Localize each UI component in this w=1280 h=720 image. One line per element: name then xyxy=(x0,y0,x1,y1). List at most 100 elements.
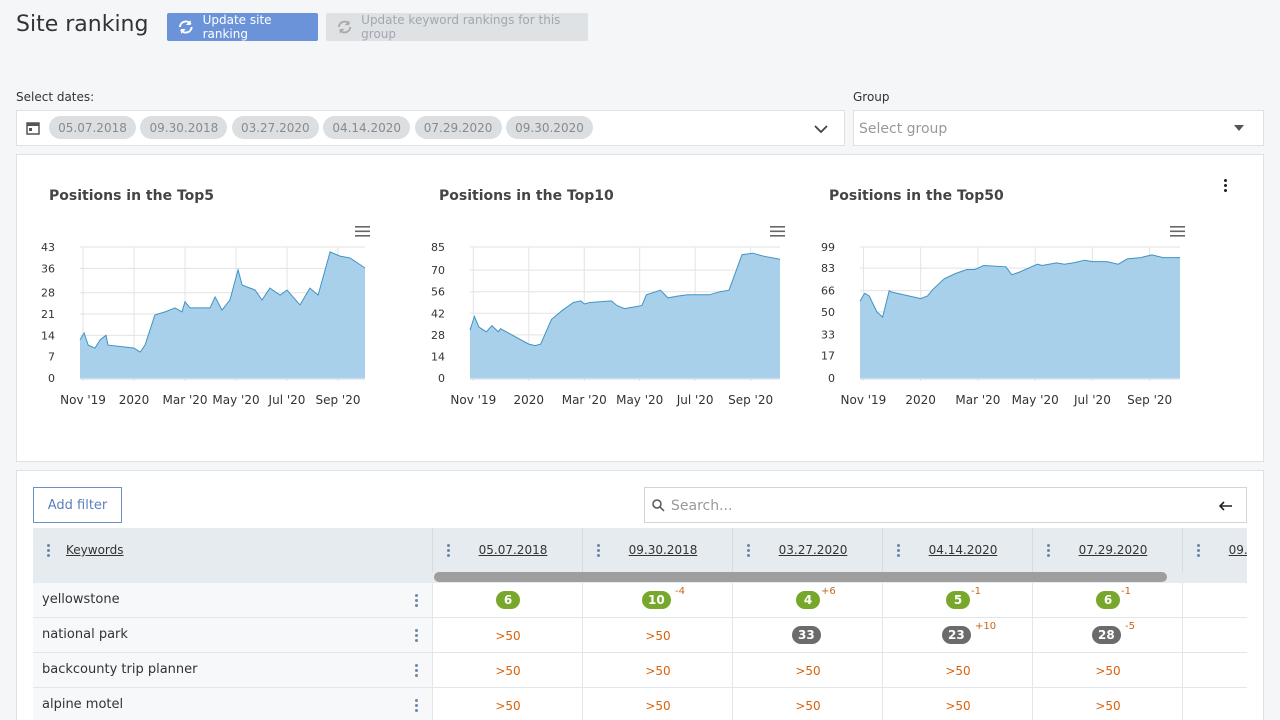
x-tick-label: Jul '20 xyxy=(676,393,714,407)
column-menu[interactable] xyxy=(897,544,900,559)
rank-text: >50 xyxy=(495,698,521,713)
column-header[interactable]: 09.30.2018 xyxy=(583,528,733,572)
button-label: Update keyword rankings for this group xyxy=(361,13,561,41)
chart-menu-icon xyxy=(1170,230,1185,233)
column-menu[interactable] xyxy=(747,544,750,559)
rank-text: >50 xyxy=(645,663,671,678)
rank-change: -5 xyxy=(1125,621,1135,632)
rank-cell: 6 xyxy=(433,583,583,618)
column-menu[interactable] xyxy=(47,544,50,559)
column-menu[interactable] xyxy=(415,664,418,679)
enter-icon xyxy=(1219,501,1232,511)
rank-badge: 6 xyxy=(496,591,520,609)
dropdown-icon xyxy=(1234,125,1244,131)
column-header[interactable]: 07.29.2020 xyxy=(1033,528,1183,572)
rank-cell: >50 xyxy=(733,688,883,720)
column-title: 09.30.2020 xyxy=(1228,543,1247,557)
keyword: alpine motel xyxy=(42,697,124,712)
column-menu[interactable] xyxy=(1047,544,1050,559)
rank-cell xyxy=(1183,618,1247,653)
x-tick-label: 2020 xyxy=(119,393,150,407)
area-line xyxy=(469,252,781,347)
y-tick-label: 99 xyxy=(821,241,835,254)
chart-title: Positions in the Top5 xyxy=(49,188,214,204)
rank-badge: 10 xyxy=(642,591,671,609)
date-chip[interactable]: 04.14.2020 xyxy=(323,116,411,139)
table: Keywords 05.07.2018 09.30.2018 03.27.2020 04… xyxy=(33,0,1247,720)
x-tick-label: Mar '20 xyxy=(562,393,607,407)
keyword-cell: yellowstone xyxy=(33,583,433,618)
y-tick-label: 17 xyxy=(821,350,835,363)
scrollbar[interactable] xyxy=(434,572,1167,582)
rank-cell: >50 xyxy=(1033,653,1183,688)
y-tick-label: 56 xyxy=(431,286,445,299)
x-tick-label: May '20 xyxy=(212,393,259,407)
y-tick-label: 0 xyxy=(48,372,55,385)
rank-cell xyxy=(1183,653,1247,688)
chart-menu-icon xyxy=(355,235,370,237)
rank-text: >50 xyxy=(1095,698,1121,713)
area xyxy=(860,254,1180,378)
column-menu[interactable] xyxy=(415,629,418,644)
y-tick-label: 21 xyxy=(41,308,55,321)
y-tick-label: 70 xyxy=(431,264,445,277)
chart-menu-icon xyxy=(355,226,370,228)
x-tick-label: Sep '20 xyxy=(315,393,360,407)
column-header[interactable]: 03.27.2020 xyxy=(733,528,883,572)
x-tick-label: Mar '20 xyxy=(163,393,208,407)
rank-text: >50 xyxy=(795,663,821,678)
rank-text: >50 xyxy=(795,698,821,713)
update-button[interactable]: Update site ranking xyxy=(167,13,318,41)
search-input[interactable]: Search... xyxy=(644,487,1247,523)
y-tick-label: 83 xyxy=(821,262,835,275)
x-tick-label: Sep '20 xyxy=(728,393,773,407)
x-tick-label: 2020 xyxy=(514,393,545,407)
rank-cell: >50 xyxy=(433,618,583,653)
column-menu[interactable] xyxy=(1197,544,1200,559)
rank-badge: 23 xyxy=(942,626,971,644)
column-header[interactable]: 05.07.2018 xyxy=(433,528,583,572)
x-tick-label: Nov '19 xyxy=(841,393,887,407)
rank-cell: 23 +10 xyxy=(883,618,1033,653)
column-menu[interactable] xyxy=(597,544,600,559)
column-menu[interactable] xyxy=(415,594,418,609)
column-menu[interactable] xyxy=(415,699,418,714)
y-tick-label: 0 xyxy=(828,372,835,385)
chart-menu-icon xyxy=(355,230,370,233)
date-chip[interactable]: 03.27.2020 xyxy=(231,116,319,139)
rank-badge: 4 xyxy=(796,591,820,609)
group-label: Group xyxy=(853,90,890,104)
y-tick-label: 85 xyxy=(431,241,445,254)
column-header[interactable]: 04.14.2020 xyxy=(883,528,1033,572)
rank-cell: >50 xyxy=(433,688,583,720)
add-filter-button[interactable]: Add filter xyxy=(33,487,122,523)
area-line xyxy=(859,254,1180,319)
column-header[interactable]: 09.30.2020 xyxy=(1183,528,1247,572)
column-menu[interactable] xyxy=(447,544,450,559)
group-select[interactable]: Select group xyxy=(853,110,1264,146)
date-chip[interactable]: 05.07.2018 xyxy=(49,116,136,139)
area xyxy=(80,251,365,378)
rank-change: -1 xyxy=(1121,586,1131,597)
date-chip[interactable]: 09.30.2018 xyxy=(140,116,228,139)
y-tick-label: 43 xyxy=(41,241,55,254)
update-group-button[interactable]: Update keyword rankings for this group xyxy=(326,13,588,41)
date-chip[interactable]: 07.29.2020 xyxy=(414,116,502,139)
rank-change: +10 xyxy=(975,621,997,632)
chart-title: Positions in the Top50 xyxy=(829,188,1004,204)
rank-cell: >50 xyxy=(733,653,883,688)
x-tick-label: May '20 xyxy=(616,393,663,407)
rank-cell: 33 xyxy=(733,618,883,653)
keyword: backcounty trip planner xyxy=(42,662,198,677)
date-chip[interactable]: 09.30.2020 xyxy=(506,116,593,139)
column-header[interactable]: Keywords xyxy=(33,528,433,572)
rank-badge: 33 xyxy=(792,626,821,644)
keyword: yellowstone xyxy=(42,592,120,607)
rank-text: >50 xyxy=(645,698,671,713)
x-tick-label: May '20 xyxy=(1012,393,1059,407)
keyword-cell: national park xyxy=(33,618,433,653)
rank-text: >50 xyxy=(645,628,671,643)
y-tick-label: 36 xyxy=(41,262,55,275)
panel-menu[interactable] xyxy=(1224,179,1227,194)
